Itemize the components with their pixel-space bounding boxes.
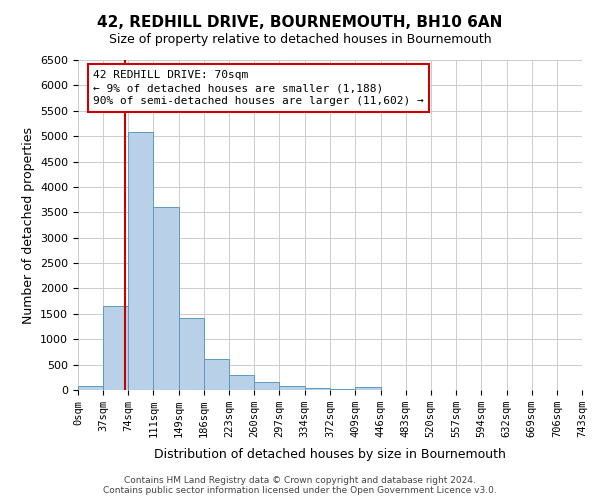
Bar [78,386,103,390]
Bar [204,358,229,390]
Bar [103,306,128,390]
Bar [179,318,204,390]
Bar [305,388,331,390]
X-axis label: Distribution of detached houses by size in Bournemouth: Distribution of detached houses by size … [154,448,506,462]
Text: 42 REDHILL DRIVE: 70sqm
← 9% of detached houses are smaller (1,188)
90% of semi-: 42 REDHILL DRIVE: 70sqm ← 9% of detached… [93,70,424,106]
Y-axis label: Number of detached properties: Number of detached properties [22,126,35,324]
Text: Contains HM Land Registry data © Crown copyright and database right 2024.
Contai: Contains HM Land Registry data © Crown c… [103,476,497,495]
Text: 42, REDHILL DRIVE, BOURNEMOUTH, BH10 6AN: 42, REDHILL DRIVE, BOURNEMOUTH, BH10 6AN [97,15,503,30]
Bar [254,382,280,390]
Bar [355,387,380,390]
Bar [128,132,153,390]
Bar [229,374,254,390]
Bar [280,386,305,390]
Bar [153,207,179,390]
Text: Size of property relative to detached houses in Bournemouth: Size of property relative to detached ho… [109,32,491,46]
